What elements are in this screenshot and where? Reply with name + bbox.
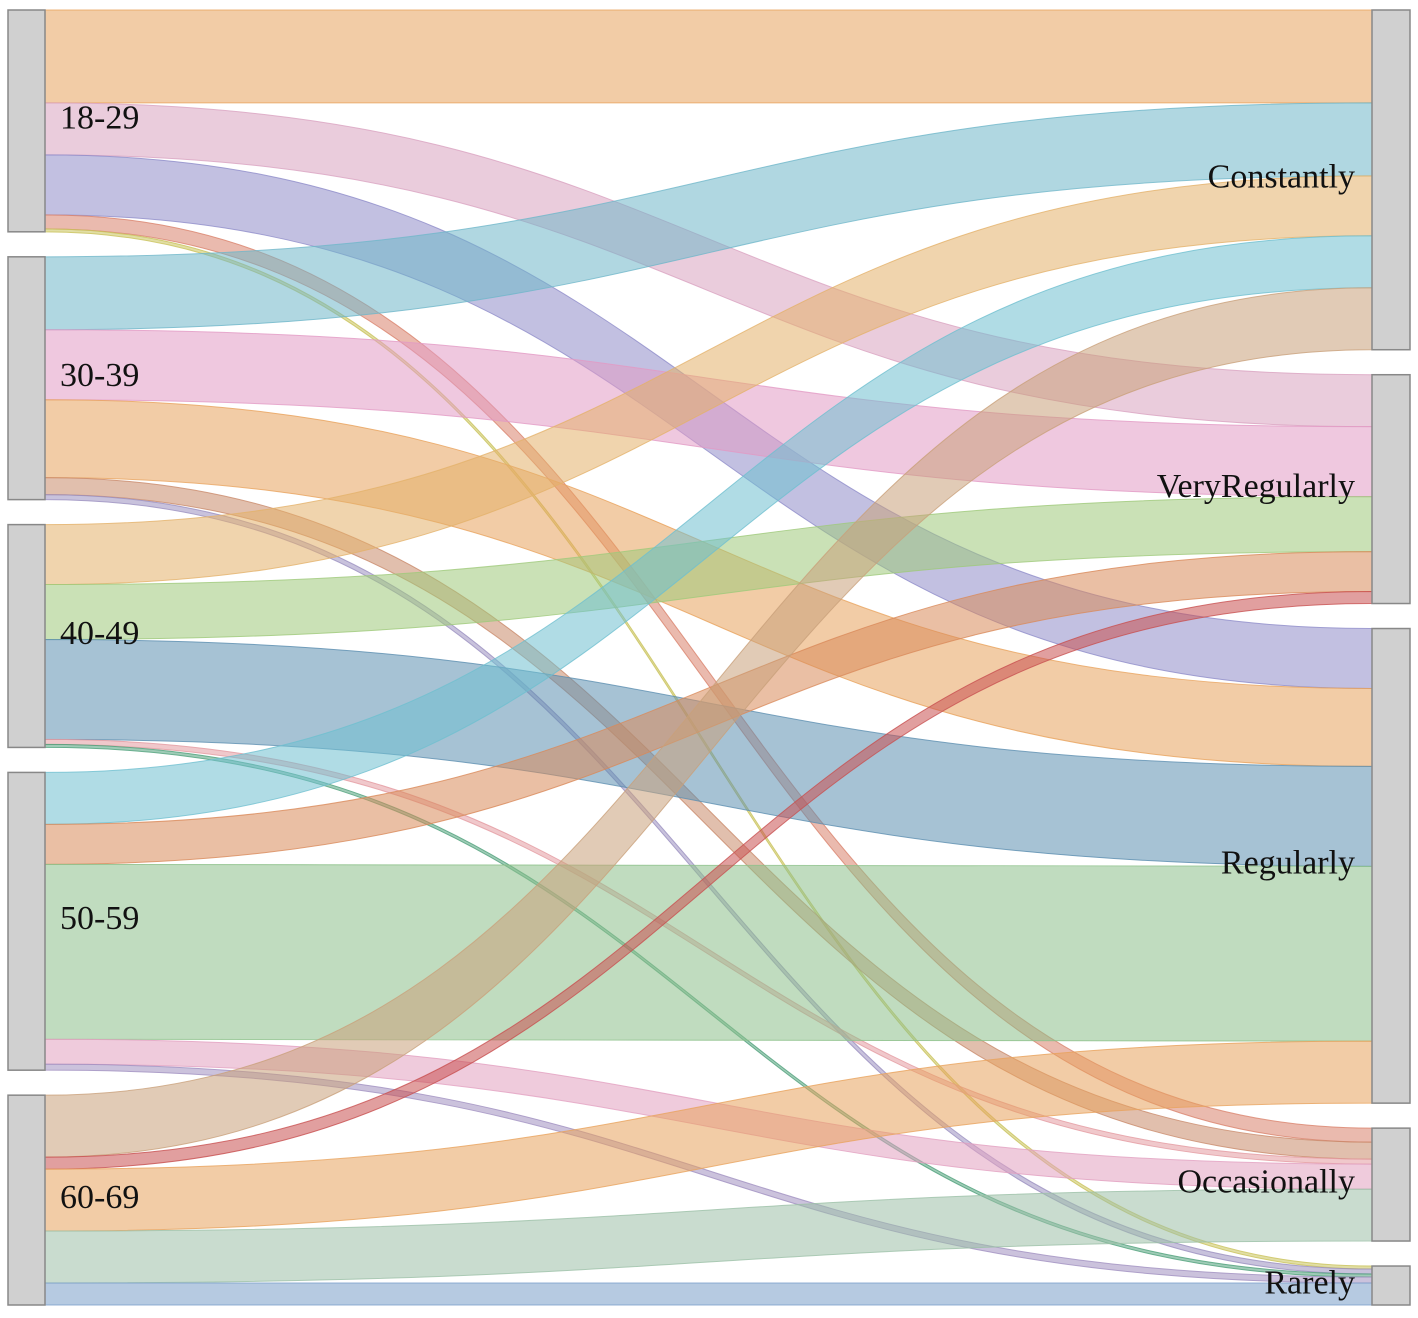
source-label: 50-59 bbox=[60, 900, 139, 937]
source-label: 18-29 bbox=[60, 100, 139, 137]
target-label: Constantly bbox=[1208, 159, 1355, 196]
links bbox=[44, 9, 1373, 1306]
source-label: 30-39 bbox=[60, 357, 139, 394]
target-label: VeryRegularly bbox=[1157, 468, 1355, 505]
source-node bbox=[7, 9, 46, 233]
source-node bbox=[7, 256, 46, 501]
link bbox=[44, 1282, 1373, 1306]
source-label: 60-69 bbox=[60, 1179, 139, 1216]
target-node bbox=[1371, 1127, 1411, 1242]
source-node bbox=[7, 771, 46, 1071]
source-node bbox=[7, 1094, 46, 1306]
link bbox=[44, 9, 1373, 104]
target-label: Occasionally bbox=[1178, 1163, 1356, 1200]
source-node bbox=[7, 523, 46, 749]
target-node bbox=[1371, 1265, 1411, 1306]
target-node bbox=[1371, 627, 1411, 1104]
target-label: Rarely bbox=[1264, 1264, 1355, 1301]
target-node bbox=[1371, 9, 1411, 351]
link bbox=[44, 863, 1373, 1042]
target-node bbox=[1371, 373, 1411, 605]
target-label: Regularly bbox=[1221, 845, 1355, 882]
source-label: 40-49 bbox=[60, 615, 139, 652]
